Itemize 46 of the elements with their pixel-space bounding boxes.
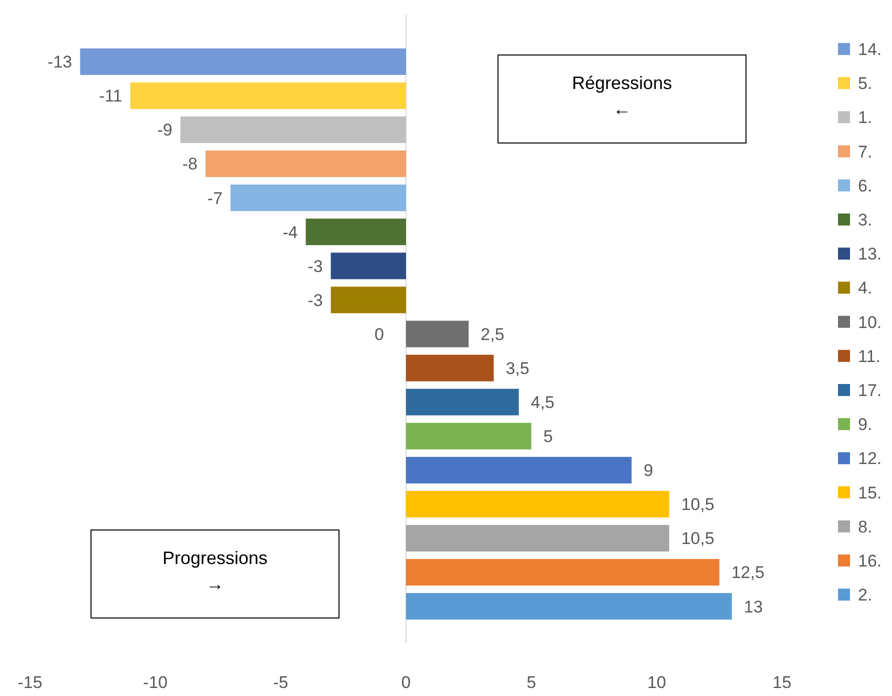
data-label: 10,5 [681, 529, 714, 548]
data-label: 13 [744, 597, 763, 616]
x-tick-label: 0 [401, 673, 411, 692]
x-tick-label: -5 [273, 673, 288, 692]
data-label: -8 [182, 154, 198, 174]
data-label: 3,5 [506, 358, 530, 378]
legend-label: 10. [858, 312, 882, 332]
legend-label: 9. [858, 415, 872, 434]
legend-label: 2. [858, 586, 872, 605]
data-label: -13 [48, 52, 72, 72]
data-label: -9 [157, 120, 172, 140]
data-label: 4,5 [530, 393, 554, 412]
x-tick-label: -15 [18, 673, 42, 692]
data-label: 10,5 [681, 495, 714, 514]
data-label: 5 [543, 427, 553, 446]
annotation: Régressions ← [572, 73, 672, 119]
x-tick-label: 5 [526, 673, 536, 692]
legend-label: 7. [858, 142, 872, 162]
legend-label: 4. [858, 278, 872, 298]
data-label: -11 [98, 86, 122, 106]
legend-label: 8. [858, 517, 872, 536]
data-label: 12,5 [731, 563, 764, 582]
legend-label: 13. [858, 244, 882, 264]
data-label: 2,5 [480, 324, 504, 344]
legend-label: 14. [858, 40, 882, 59]
data-label: -3 [308, 256, 323, 276]
legend-label: 15. [858, 483, 882, 502]
legend-label: 5. [858, 74, 872, 94]
text-box: Progressions → [90, 530, 340, 618]
legend-label: 11. [858, 346, 880, 366]
text-box: Régressions ← [498, 54, 746, 144]
annotation: 0 [374, 324, 384, 344]
x-tick-label: 15 [772, 673, 792, 692]
legend-label: 17. [858, 380, 882, 400]
data-label: -7 [207, 188, 223, 208]
legend-label: 3. [858, 210, 872, 230]
legend-label: 16. [858, 551, 882, 570]
x-tick-label: 10 [647, 673, 666, 692]
data-label: -4 [282, 222, 298, 242]
annotation: Progressions → [162, 548, 268, 594]
legend-label: 12. [858, 449, 882, 468]
legend-label: 6. [858, 176, 872, 196]
data-label: -3 [308, 290, 323, 310]
x-tick-label: -10 [143, 673, 168, 692]
data-label: 9 [644, 461, 654, 480]
legend-label: 1. [858, 108, 872, 128]
